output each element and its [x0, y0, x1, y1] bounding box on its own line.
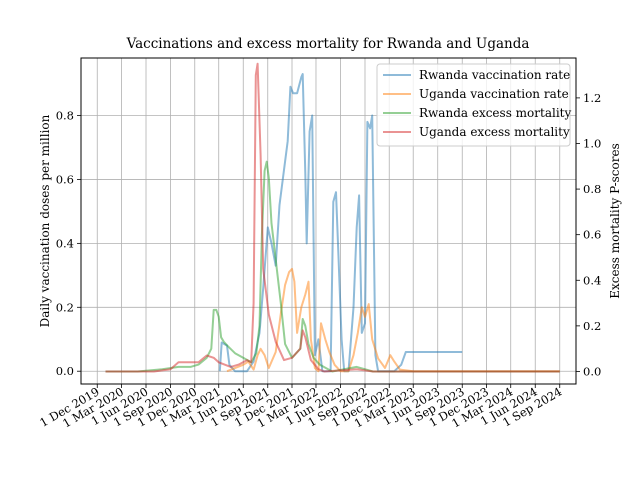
legend-label-rwanda-vaccination-rate: Rwanda vaccination rate	[419, 68, 570, 82]
y-right-tick-label: 0.8	[583, 182, 601, 196]
y-axis-left-label: Daily vaccination doses per million	[38, 114, 52, 327]
grid	[81, 58, 576, 384]
y-left-tick-label: 0.8	[56, 109, 74, 123]
series-line-rwanda-vaccination-rate	[218, 73, 463, 373]
y-axis-right-label: Excess mortality P-scores	[608, 143, 622, 298]
legend-label-rwanda-excess-mortality: Rwanda excess mortality	[419, 106, 571, 120]
y-left-tick-label: 0.6	[56, 172, 74, 186]
y-axis-left: 0.0 0.2 0.4 0.6 0.8	[56, 109, 81, 378]
chart-title: Vaccinations and excess mortality for Rw…	[126, 36, 530, 52]
legend: Rwanda vaccination rate Uganda vaccinatio…	[376, 63, 571, 147]
y-right-tick-label: 1.2	[583, 91, 601, 105]
plot-area	[80, 57, 577, 385]
y-left-tick-label: 0.4	[56, 236, 74, 250]
y-left-tick-label: 0.2	[56, 300, 74, 314]
series-lines	[105, 62, 560, 373]
y-left-tick-label: 0.0	[56, 364, 74, 378]
y-right-tick-label: 0.6	[583, 228, 601, 242]
legend-box	[376, 63, 571, 147]
series-line-uganda-excess-mortality	[105, 62, 560, 373]
y-right-tick-label: 1.0	[583, 136, 601, 150]
series-line-uganda-vaccination-rate	[226, 267, 560, 373]
legend-label-uganda-excess-mortality: Uganda excess mortality	[419, 125, 570, 139]
y-right-tick-label: 0.2	[583, 319, 601, 333]
legend-label-uganda-vaccination-rate: Uganda vaccination rate	[419, 87, 569, 101]
y-axis-right: 0.0 0.2 0.4 0.6 0.8 1.0 1.2	[576, 91, 601, 378]
y-right-tick-label: 0.4	[583, 273, 601, 287]
y-right-tick-label: 0.0	[583, 364, 601, 378]
